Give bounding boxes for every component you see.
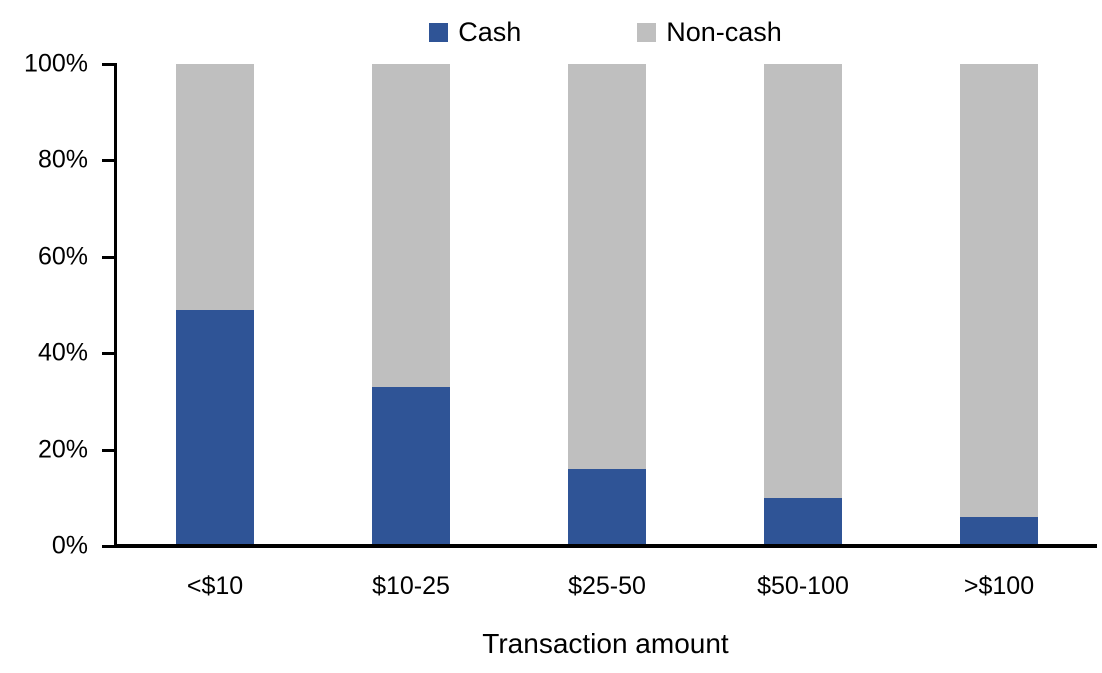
y-tick-label-40: 40% bbox=[37, 338, 88, 367]
x-axis-labels: <$10 $10-25 $25-50 $50-100 >$100 bbox=[117, 572, 1097, 605]
bar-group-25-50 bbox=[568, 64, 646, 546]
noncash-segment bbox=[568, 64, 646, 469]
y-tick-mark bbox=[102, 352, 114, 355]
y-tick-label-80: 80% bbox=[37, 145, 88, 174]
y-tick-label-20: 20% bbox=[37, 435, 88, 464]
y-tick-label-60: 60% bbox=[37, 242, 88, 271]
x-tick-label: $25-50 bbox=[568, 572, 646, 600]
noncash-segment bbox=[960, 64, 1038, 518]
chart-legend: Cash Non-cash bbox=[114, 12, 1097, 52]
y-axis-line bbox=[114, 63, 117, 548]
x-tick-label: <$10 bbox=[186, 572, 244, 600]
y-tick-mark bbox=[102, 545, 114, 548]
x-axis-line bbox=[114, 544, 1097, 548]
legend-label-noncash: Non-cash bbox=[666, 16, 782, 47]
legend-item-noncash: Non-cash bbox=[637, 16, 782, 47]
bar-group-lt10 bbox=[176, 64, 254, 546]
cash-segment bbox=[176, 309, 254, 546]
noncash-segment bbox=[372, 64, 450, 387]
cash-segment bbox=[372, 386, 450, 546]
x-tick-label: $50-100 bbox=[757, 572, 849, 600]
x-tick-label: >$100 bbox=[963, 572, 1035, 600]
bar-group-10-25 bbox=[372, 64, 450, 546]
plot-area bbox=[117, 64, 1097, 546]
y-tick-label-100: 100% bbox=[24, 49, 88, 78]
bar-group-gt100 bbox=[960, 64, 1038, 546]
cash-legend-swatch-icon bbox=[429, 22, 449, 42]
noncash-legend-swatch-icon bbox=[637, 22, 657, 42]
cash-segment bbox=[960, 517, 1038, 546]
legend-item-cash: Cash bbox=[429, 16, 522, 47]
cash-segment bbox=[568, 468, 646, 546]
noncash-segment bbox=[176, 64, 254, 310]
cash-segment bbox=[764, 497, 842, 546]
y-tick-mark bbox=[102, 63, 114, 66]
x-tick-label: $10-25 bbox=[372, 572, 450, 600]
x-axis-title: Transaction amount bbox=[482, 628, 729, 659]
noncash-segment bbox=[764, 64, 842, 498]
bar-group-50-100 bbox=[764, 64, 842, 546]
y-tick-mark bbox=[102, 256, 114, 259]
y-tick-mark bbox=[102, 159, 114, 162]
y-tick-mark bbox=[102, 449, 114, 452]
y-tick-label-0: 0% bbox=[51, 531, 88, 560]
legend-label-cash: Cash bbox=[458, 16, 522, 47]
